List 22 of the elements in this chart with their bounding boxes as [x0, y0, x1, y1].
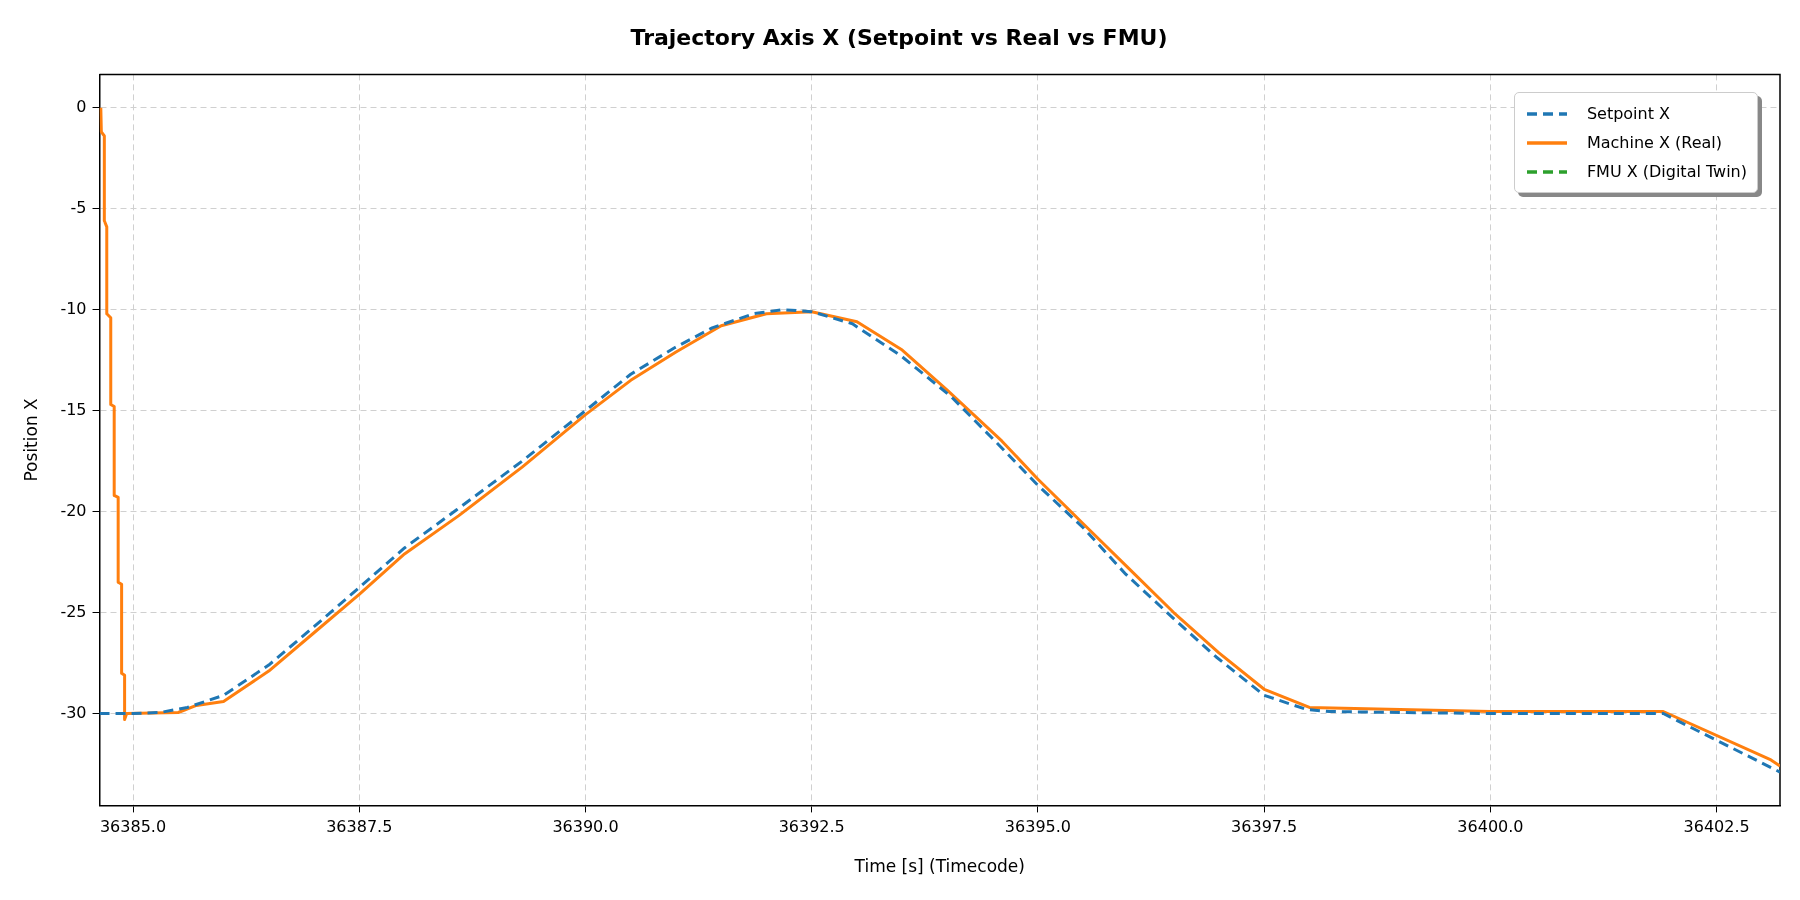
x-tick-label: 36390.0 — [552, 817, 619, 837]
legend-label: Setpoint X — [1586, 104, 1671, 123]
x-tick-label: 36402.5 — [1683, 817, 1750, 837]
y-tick-label: -15 — [60, 399, 87, 419]
y-tick-label: -10 — [60, 298, 87, 318]
x-axis-title: Time [s] (Timecode) — [853, 856, 1025, 877]
y-tick-label: -25 — [60, 601, 87, 621]
x-tick-label: 36395.0 — [1004, 817, 1072, 837]
x-tick-label: 36385.0 — [99, 817, 167, 837]
chart-title: Trajectory Axis X (Setpoint vs Real vs FMU) — [630, 24, 1168, 50]
y-tick-label: -30 — [60, 702, 87, 722]
y-axis-title: Position X — [20, 397, 41, 482]
x-tick-label: 36392.5 — [778, 817, 845, 837]
x-tick-label: 36387.5 — [326, 817, 393, 837]
x-tick-label: 36400.0 — [1457, 817, 1524, 837]
legend-label: FMU X (Digital Twin) — [1586, 162, 1747, 181]
line-series — [99, 308, 1780, 774]
y-tick-label: -5 — [70, 197, 87, 217]
y-tick-label: -20 — [60, 500, 87, 520]
y-tick-label: 0 — [76, 96, 87, 116]
legend-label: Machine X (Real) — [1586, 133, 1722, 152]
x-tick-label: 36397.5 — [1231, 817, 1298, 837]
